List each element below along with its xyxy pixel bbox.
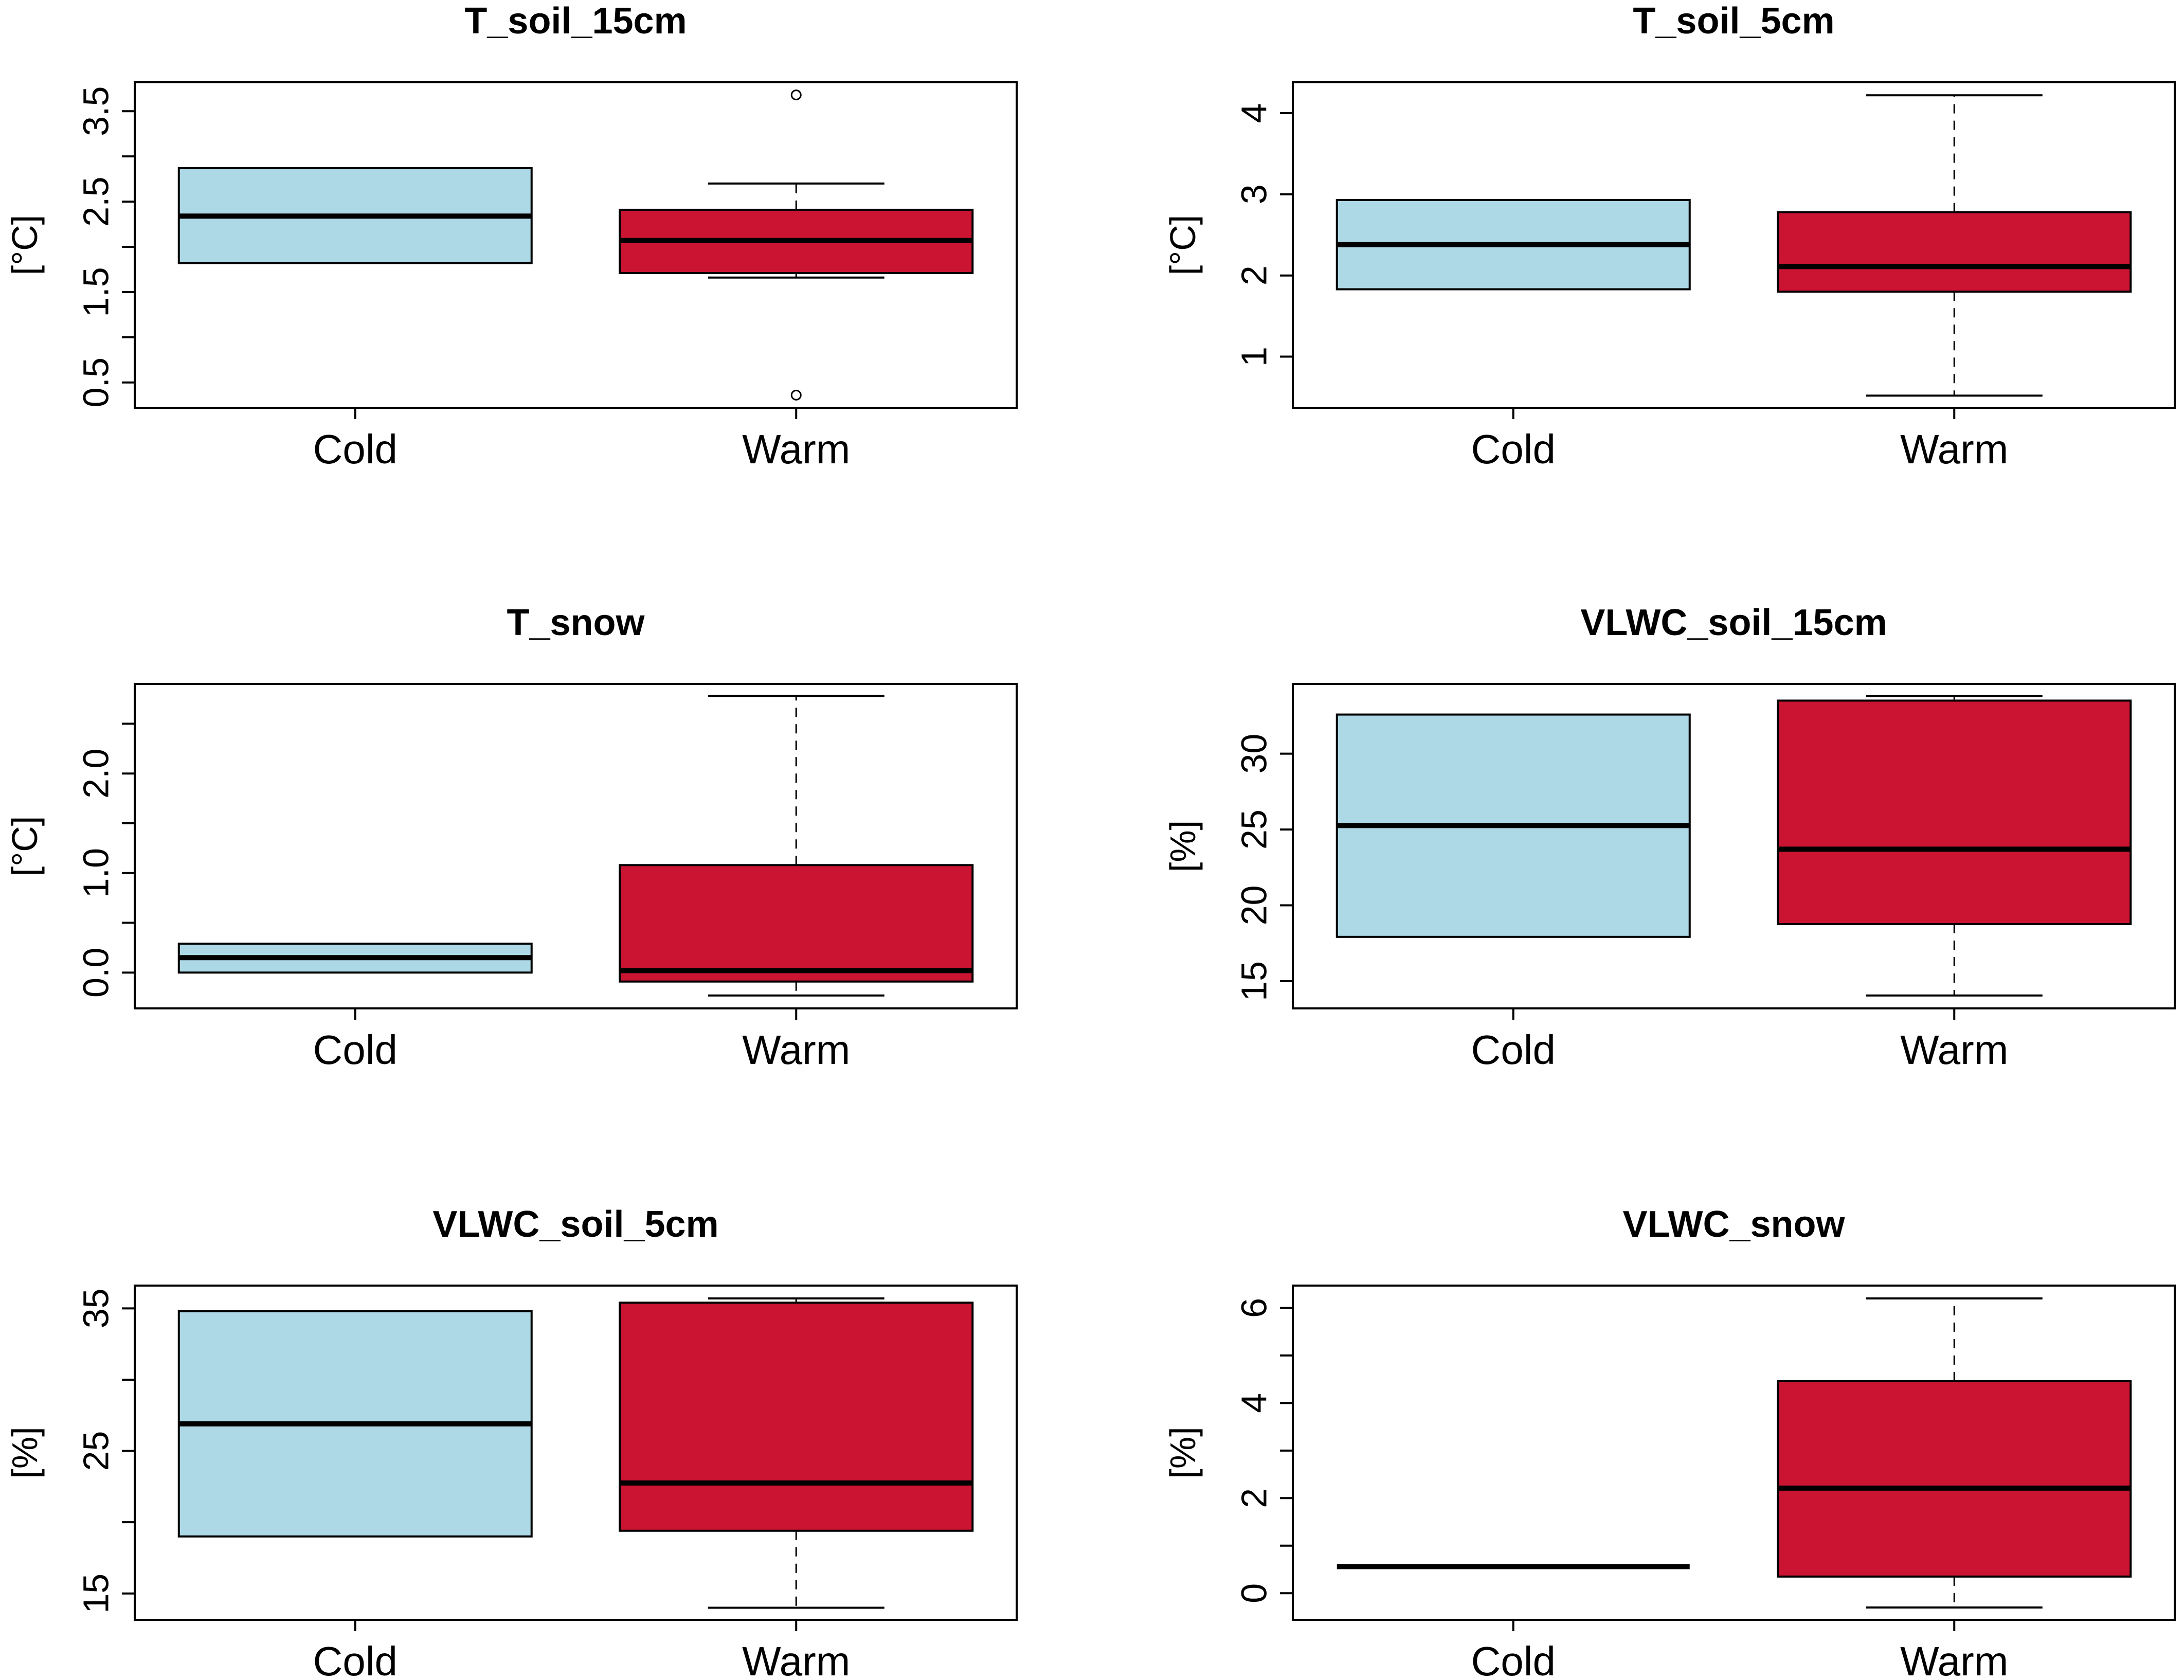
y-tick-label: 3.5 <box>76 86 116 136</box>
y-tick-label: 2.0 <box>76 749 116 799</box>
y-tick-label: 25 <box>76 1431 116 1471</box>
panel-title: VLWC_soil_15cm <box>1580 602 1887 643</box>
x-tick-label-cold: Cold <box>1471 426 1556 472</box>
x-tick-label-warm: Warm <box>1900 426 2008 472</box>
x-tick-label-cold: Cold <box>313 426 398 472</box>
box-cold <box>1335 198 1691 291</box>
panel-title: T_snow <box>507 602 645 643</box>
box-cold <box>1335 713 1691 938</box>
y-tick-label: 25 <box>1234 809 1274 850</box>
y-tick-label: 0.0 <box>76 948 116 998</box>
y-tick-label: 6 <box>1234 1298 1274 1318</box>
y-axis-label: [%] <box>1163 1426 1203 1478</box>
y-tick-label: 0.5 <box>76 357 116 407</box>
x-tick-label-warm: Warm <box>1900 1027 2008 1073</box>
panel-title: VLWC_soil_5cm <box>432 1204 718 1245</box>
box-cold <box>177 1310 533 1538</box>
x-tick-label-cold: Cold <box>313 1027 398 1073</box>
plot-frame <box>1292 683 2176 1009</box>
box-warm <box>619 1297 974 1609</box>
y-axis-label: [°C] <box>5 215 45 275</box>
x-tick-label-cold: Cold <box>313 1638 398 1680</box>
iqr-box <box>1777 1380 2132 1578</box>
iqr-box <box>619 1302 974 1532</box>
box-warm <box>1777 94 2132 397</box>
y-axis-label: [°C] <box>1163 215 1203 275</box>
outlier-point <box>790 89 802 101</box>
iqr-box <box>619 864 974 983</box>
y-tick-label: 20 <box>1234 886 1274 926</box>
panel-vlwc-soil-15cm: VLWC_soil_15cm [%] 15 20 25 30 Cold Warm <box>1163 602 2176 1073</box>
outlier-point <box>790 389 802 401</box>
box-cold <box>177 943 533 974</box>
y-axis-label: [°C] <box>5 816 45 876</box>
y-tick-label: 2 <box>1234 1488 1274 1508</box>
panel-title: VLWC_snow <box>1622 1204 1845 1245</box>
box-warm <box>1777 695 2132 997</box>
y-tick-label: 4 <box>1234 103 1274 123</box>
plot-frame <box>134 81 1018 409</box>
y-tick-label: 15 <box>1234 961 1274 1001</box>
y-tick-label: 1 <box>1234 347 1274 367</box>
y-tick-label: 2.5 <box>76 176 116 226</box>
y-tick-label: 0 <box>1234 1583 1274 1603</box>
plot-frame <box>134 683 1018 1009</box>
y-tick-label: 35 <box>76 1288 116 1328</box>
y-tick-label: 30 <box>1234 734 1274 774</box>
panel-vlwc-snow: VLWC_snow [%] 0 2 4 6 Cold Warm <box>1163 1204 2176 1680</box>
y-tick-label: 1.0 <box>76 848 116 898</box>
y-tick-label: 15 <box>76 1574 116 1614</box>
box-warm <box>619 695 974 997</box>
x-tick-label-cold: Cold <box>1471 1027 1556 1073</box>
y-tick-label: 2 <box>1234 265 1274 285</box>
y-tick-label: 4 <box>1234 1393 1274 1413</box>
x-tick-label-warm: Warm <box>742 1638 850 1680</box>
y-tick-label: 1.5 <box>76 267 116 317</box>
panel-t-snow: T_snow [°C] 0.0 1.0 2.0 Cold Warm <box>5 602 1018 1073</box>
x-tick-label-warm: Warm <box>1900 1638 2008 1680</box>
box-warm <box>1777 1297 2132 1609</box>
x-tick-label-warm: Warm <box>742 426 850 472</box>
panel-title: T_soil_15cm <box>464 1 687 42</box>
plot-frame <box>1292 81 2176 409</box>
box-cold <box>177 167 533 264</box>
iqr-box <box>1777 211 2132 293</box>
panel-vlwc-soil-5cm: VLWC_soil_5cm [%] 15 25 35 Cold Warm <box>5 1204 1018 1680</box>
panel-t-soil-15cm: T_soil_15cm [°C] 0.5 1.5 2.5 3.5 Cold Warm <box>5 1 1018 472</box>
y-axis-label: [%] <box>1163 820 1203 872</box>
iqr-box <box>1777 699 2132 926</box>
panel-t-soil-5cm: T_soil_5cm [°C] 1 2 3 4 Cold Warm <box>1163 1 2176 472</box>
y-tick-label: 3 <box>1234 184 1274 204</box>
box-warm <box>619 89 974 401</box>
y-axis-label: [%] <box>5 1426 45 1478</box>
plot-frame <box>1292 1285 2176 1621</box>
x-tick-label-cold: Cold <box>1471 1638 1556 1680</box>
panel-title: T_soil_5cm <box>1633 1 1834 42</box>
plot-frame <box>134 1285 1018 1621</box>
x-tick-label-warm: Warm <box>742 1027 850 1073</box>
